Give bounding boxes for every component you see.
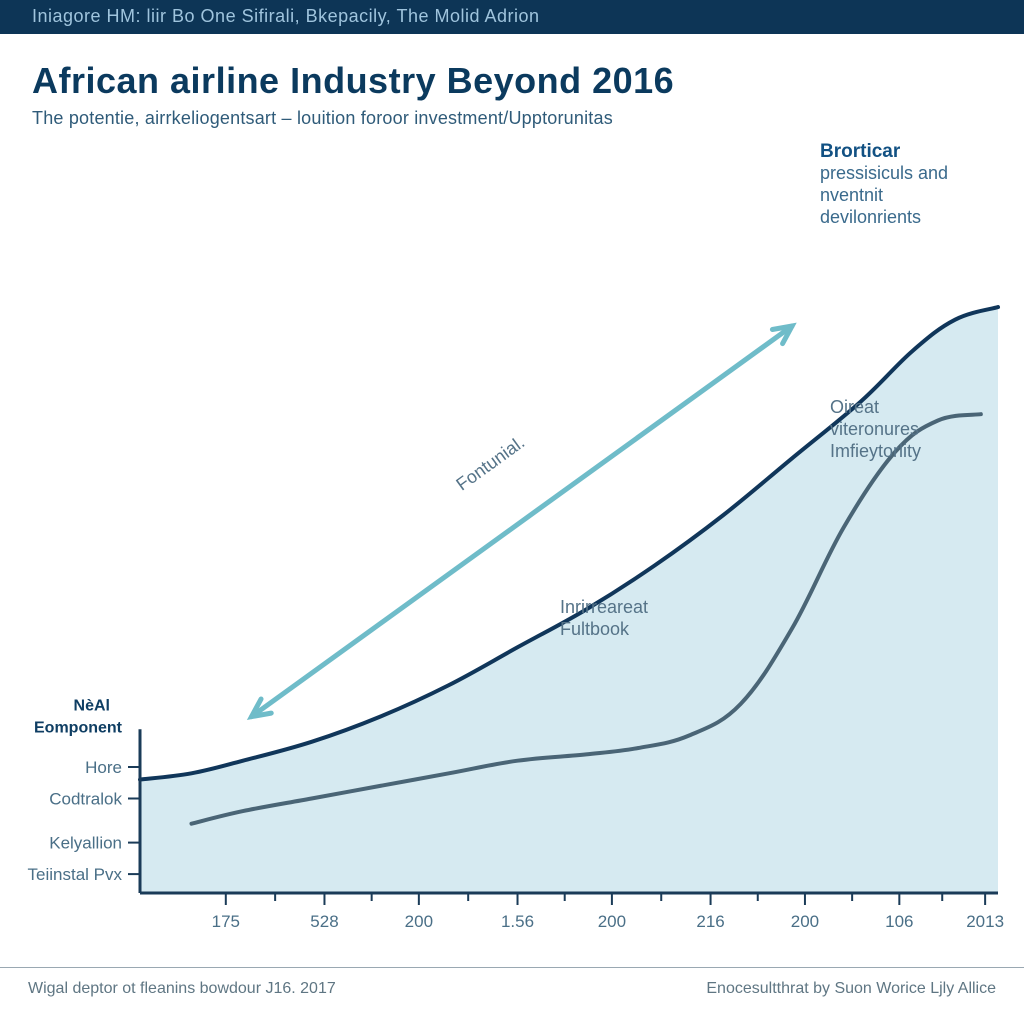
callout-top-right: nventnit <box>820 185 883 205</box>
callout-top-right: pressisiculs and <box>820 163 948 183</box>
x-tick-label: 200 <box>405 912 433 931</box>
top-band: Iniagore HM: liir Bo One Sifirali, Bkepa… <box>0 0 1024 34</box>
chart-title: African airline Industry Beyond 2016 <box>32 60 992 102</box>
y-axis-title-2: Eomponent <box>34 720 123 737</box>
footer: Wigal deptor ot fleanins bowdour J16. 20… <box>0 967 1024 1024</box>
y-tick-label: Kelyallion <box>49 834 122 853</box>
top-band-text: Iniagore HM: liir Bo One Sifirali, Bkepa… <box>0 0 1024 27</box>
x-tick-label: 1.56 <box>501 912 534 931</box>
x-tick-label: 528 <box>310 912 338 931</box>
y-tick-label: Codtralok <box>49 790 122 809</box>
x-tick-label: 200 <box>791 912 819 931</box>
y-tick-label: Teiinstal Pvx <box>28 865 123 884</box>
callout-top-right: devilonrients <box>820 207 921 227</box>
callout-top-right: Brorticar <box>820 141 901 162</box>
callout-mid-lower: Inrirreareat <box>560 597 648 617</box>
callout-mid-right: Oireat <box>830 397 879 417</box>
x-tick-label: 2013 <box>966 912 1004 931</box>
x-tick-label: 106 <box>885 912 913 931</box>
x-tick-label: 200 <box>598 912 626 931</box>
y-tick-label: Hore <box>85 758 122 777</box>
footer-left: Wigal deptor ot fleanins bowdour J16. 20… <box>28 980 336 998</box>
title-area: African airline Industry Beyond 2016 The… <box>0 34 1024 133</box>
callout-mid-right: viteronures <box>830 419 919 439</box>
x-tick-label: 175 <box>212 912 240 931</box>
callout-mid-lower: Fultbook <box>560 619 630 639</box>
footer-right: Enocesultthrat by Suon Worice Ljly Allic… <box>706 980 996 998</box>
callout-mid-right: Imfieytorlity <box>830 441 921 461</box>
y-axis-title-1: NèAl <box>74 698 110 715</box>
arrow-label: Fontunial. <box>452 432 528 495</box>
chart-subtitle: The potentie, airrkeliogentsart – louiti… <box>32 108 992 129</box>
x-tick-label: 216 <box>696 912 724 931</box>
chart-container: 175 528 200 1.56 200 216 200 106 2013 Hore Codtral… <box>0 133 1024 953</box>
growth-chart: 175 528 200 1.56 200 216 200 106 2013 Hore Codtral… <box>0 133 1024 953</box>
